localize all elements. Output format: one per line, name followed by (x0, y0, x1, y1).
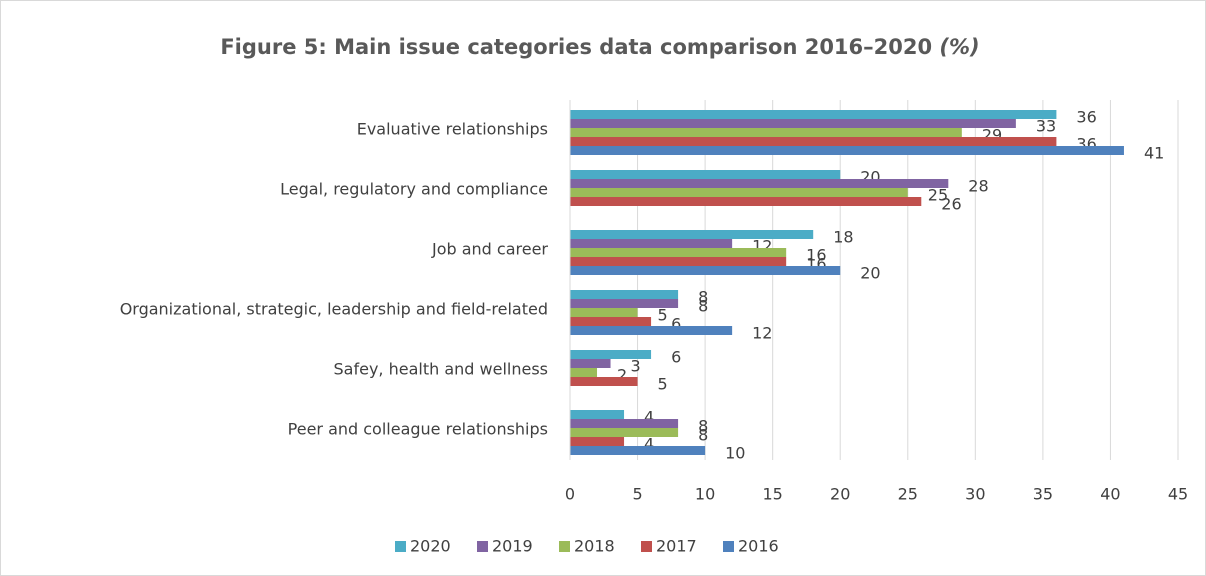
data-label: 5 (658, 306, 668, 325)
data-label: 8 (698, 297, 708, 316)
data-label: 20 (860, 264, 880, 283)
data-label: 18 (833, 228, 853, 247)
data-label: 4 (644, 408, 654, 427)
bar (570, 437, 625, 446)
data-label: 10 (725, 444, 745, 463)
x-tick-label: 15 (762, 485, 782, 504)
legend-label: 2017 (656, 537, 697, 556)
legend-swatch (723, 541, 734, 552)
bar (570, 230, 814, 239)
x-tick-label: 20 (830, 485, 850, 504)
bar (570, 368, 598, 377)
bar (570, 179, 949, 188)
bar (570, 146, 1124, 155)
data-label: 6 (671, 348, 681, 367)
legend-swatch (641, 541, 652, 552)
bar (570, 197, 922, 206)
bar (570, 326, 733, 335)
bar (570, 170, 841, 179)
data-label: 4 (644, 435, 654, 454)
legend-label: 2020 (410, 537, 451, 556)
legend-swatch (477, 541, 488, 552)
data-label: 25 (928, 186, 948, 205)
y-tick-label: Job and career (431, 240, 548, 259)
y-tick-label: Peer and colleague relationships (288, 420, 548, 439)
y-tick-label: Legal, regulatory and compliance (280, 180, 548, 199)
bar (570, 119, 1016, 128)
bar (570, 257, 787, 266)
x-tick-label: 35 (1033, 485, 1053, 504)
data-label: 28 (968, 177, 988, 196)
data-label: 41 (1144, 144, 1164, 163)
legend-swatch (559, 541, 570, 552)
bar (570, 188, 908, 197)
data-label: 3 (631, 357, 641, 376)
data-label: 2 (617, 366, 627, 385)
bar (570, 359, 611, 368)
legend-label: 2018 (574, 537, 615, 556)
legend-label: 2016 (738, 537, 779, 556)
chart-title: Figure 5: Main issue categories data com… (220, 35, 979, 59)
x-tick-label: 5 (632, 485, 642, 504)
bar (570, 446, 706, 455)
y-tick-label: Safey, health and wellness (334, 360, 548, 379)
title-unit: (%) (939, 35, 979, 59)
data-label: 36 (1076, 108, 1096, 127)
data-label: 8 (698, 426, 708, 445)
bar (570, 419, 679, 428)
bar (570, 350, 652, 359)
data-label: 6 (671, 315, 681, 334)
y-tick-label: Evaluative relationships (357, 120, 548, 139)
bar (570, 137, 1057, 146)
bar (570, 308, 638, 317)
bar (570, 290, 679, 299)
bar (570, 110, 1057, 119)
x-tick-label: 30 (965, 485, 985, 504)
x-tick-label: 25 (898, 485, 918, 504)
x-tick-label: 40 (1100, 485, 1120, 504)
bar (570, 266, 841, 275)
bar (570, 317, 652, 326)
legend-swatch (395, 541, 406, 552)
title-text: Figure 5: Main issue categories data com… (220, 35, 932, 59)
data-label: 26 (941, 195, 961, 214)
data-label: 5 (658, 375, 668, 394)
y-tick-label: Organizational, strategic, leadership an… (120, 300, 548, 319)
bar (570, 428, 679, 437)
bar (570, 377, 638, 386)
bar (570, 299, 679, 308)
bar (570, 248, 787, 257)
legend-label: 2019 (492, 537, 533, 556)
bar (570, 128, 962, 137)
data-label: 8 (698, 288, 708, 307)
data-label: 12 (752, 324, 772, 343)
bar (570, 239, 733, 248)
data-label: 8 (698, 417, 708, 436)
x-tick-label: 45 (1168, 485, 1188, 504)
bar (570, 410, 625, 419)
x-tick-label: 10 (695, 485, 715, 504)
data-label: 16 (806, 246, 826, 265)
x-tick-label: 0 (565, 485, 575, 504)
data-label: 33 (1036, 117, 1056, 136)
